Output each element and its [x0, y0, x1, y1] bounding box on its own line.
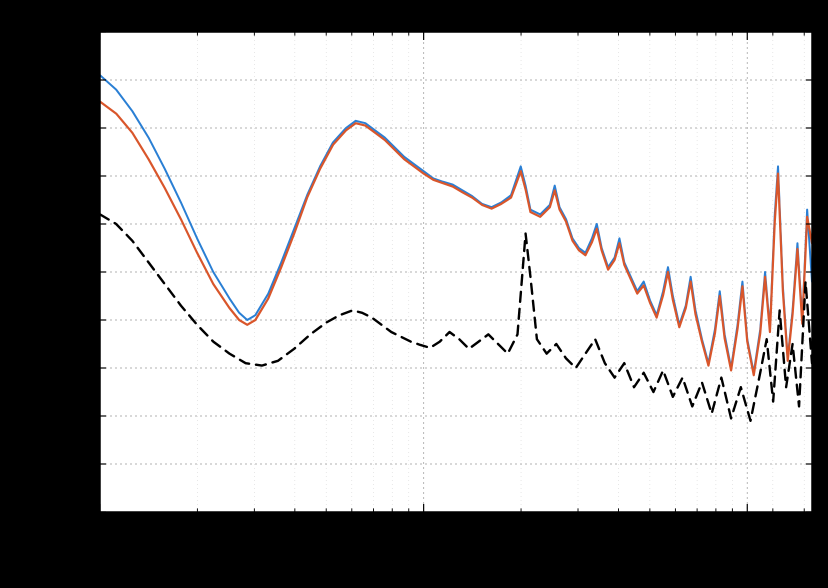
chart-container: [0, 0, 828, 588]
line-chart: [0, 0, 828, 588]
